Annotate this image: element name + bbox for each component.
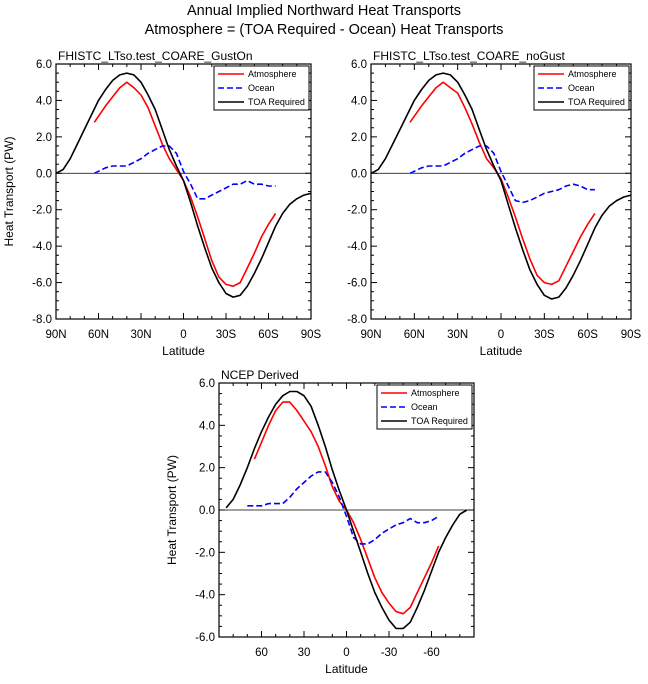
x-tick-label: 60N	[404, 329, 425, 341]
legend: Atmosphere Ocean TOA Required	[213, 65, 310, 111]
y-tick-label: 2.0	[199, 463, 215, 475]
x-axis-label: Latitude	[325, 662, 368, 676]
panel-title: FHISTC_LTso.test_COARE_GustOn	[58, 49, 253, 63]
y-tick-label: 0.0	[199, 505, 215, 517]
y-tick-label: -6.0	[195, 632, 215, 644]
chart-panel-2: FHISTC_LTso.test_COARE_noGust 6.0 4.0 2.0 0.…	[347, 49, 641, 358]
x-tick-label: 0	[498, 329, 504, 341]
x-tick-label: 60	[255, 647, 268, 659]
x-axis-label: Latitude	[162, 344, 205, 358]
y-tick-label: 4.0	[351, 95, 367, 107]
legend-label: TOA Required	[411, 416, 468, 426]
x-tick-label: 0	[180, 329, 186, 341]
chart-panel-1: FHISTC_LTso.test_COARE_GustOn 6.0 4.0 2.0 0.…	[2, 49, 322, 358]
legend: Atmosphere Ocean TOA Required	[376, 384, 473, 430]
y-tick-label: -4.0	[195, 590, 215, 602]
y-tick-label: 2.0	[351, 132, 367, 144]
y-tick-label: 4.0	[199, 420, 215, 432]
x-tick-label: 60S	[577, 329, 598, 341]
y-tick-label: 0.0	[36, 168, 52, 180]
x-tick-label: 0	[343, 647, 349, 659]
x-tick-label: -60	[423, 647, 440, 659]
y-tick-label: -6.0	[347, 278, 367, 290]
x-tick-label: 90N	[45, 329, 66, 341]
y-tick-label: -8.0	[32, 314, 52, 326]
y-tick-label: 6.0	[199, 378, 215, 390]
panel-title: FHISTC_LTso.test_COARE_noGust	[373, 49, 566, 63]
series-line-toa-required	[225, 390, 468, 630]
y-tick-label: 2.0	[36, 132, 52, 144]
legend-label: TOA Required	[248, 97, 305, 107]
x-tick-label: 30S	[216, 329, 237, 341]
plot-frame	[370, 63, 632, 320]
x-tick-label: 60S	[258, 329, 279, 341]
y-tick-label: -2.0	[32, 205, 52, 217]
series-line-ocean	[247, 471, 440, 545]
y-tick-label: 6.0	[36, 59, 52, 71]
series-line-atmosphere	[93, 81, 277, 288]
legend-label: TOA Required	[568, 97, 625, 107]
x-tick-label: 30	[298, 647, 311, 659]
plot-frame	[55, 63, 312, 320]
legend-label: Atmosphere	[248, 69, 297, 79]
x-tick-label: 90S	[301, 329, 322, 341]
plot-frame	[218, 382, 475, 638]
legend-label: Ocean	[568, 83, 595, 93]
y-tick-label: -4.0	[347, 241, 367, 253]
legend-label: Atmosphere	[568, 69, 617, 79]
y-tick-label: 4.0	[36, 95, 52, 107]
x-axis-label: Latitude	[480, 344, 523, 358]
y-tick-label: 0.0	[351, 168, 367, 180]
series-line-ocean	[409, 145, 595, 204]
series-line-atmosphere	[409, 81, 596, 286]
series-line-toa-required	[370, 72, 632, 300]
chart-panel-3: NCEP Derived 6.0 4.0 2.0 0.0 -2.0 -4.0 -6.0 60 30…	[165, 368, 475, 676]
series-line-toa-required	[55, 72, 312, 298]
x-tick-label: 90N	[360, 329, 381, 341]
y-tick-label: -6.0	[32, 278, 52, 290]
legend: Atmosphere Ocean TOA Required	[533, 65, 630, 111]
x-tick-label: 30S	[534, 329, 555, 341]
y-axis-label: Heat Transport (PW)	[165, 455, 179, 565]
x-tick-label: 30N	[130, 329, 151, 341]
y-tick-label: -8.0	[347, 314, 367, 326]
figure-title: Annual Implied Northward Heat Transports	[186, 3, 462, 19]
panel-title: NCEP Derived	[221, 368, 299, 382]
legend-label: Atmosphere	[411, 388, 460, 398]
y-tick-label: -2.0	[347, 205, 367, 217]
figure-subtitle: Atmosphere = (TOA Required - Ocean) Heat…	[144, 22, 504, 38]
legend-label: Ocean	[411, 402, 438, 412]
y-tick-label: -4.0	[32, 241, 52, 253]
x-tick-label: 60N	[88, 329, 109, 341]
y-tick-label: -2.0	[195, 547, 215, 559]
x-tick-label: -30	[381, 647, 398, 659]
y-axis-label: Heat Transport (PW)	[2, 136, 16, 246]
x-tick-label: 90S	[621, 329, 642, 341]
y-tick-label: 6.0	[351, 59, 367, 71]
legend-label: Ocean	[248, 83, 275, 93]
series-line-ocean	[93, 145, 276, 200]
x-tick-label: 30N	[447, 329, 468, 341]
